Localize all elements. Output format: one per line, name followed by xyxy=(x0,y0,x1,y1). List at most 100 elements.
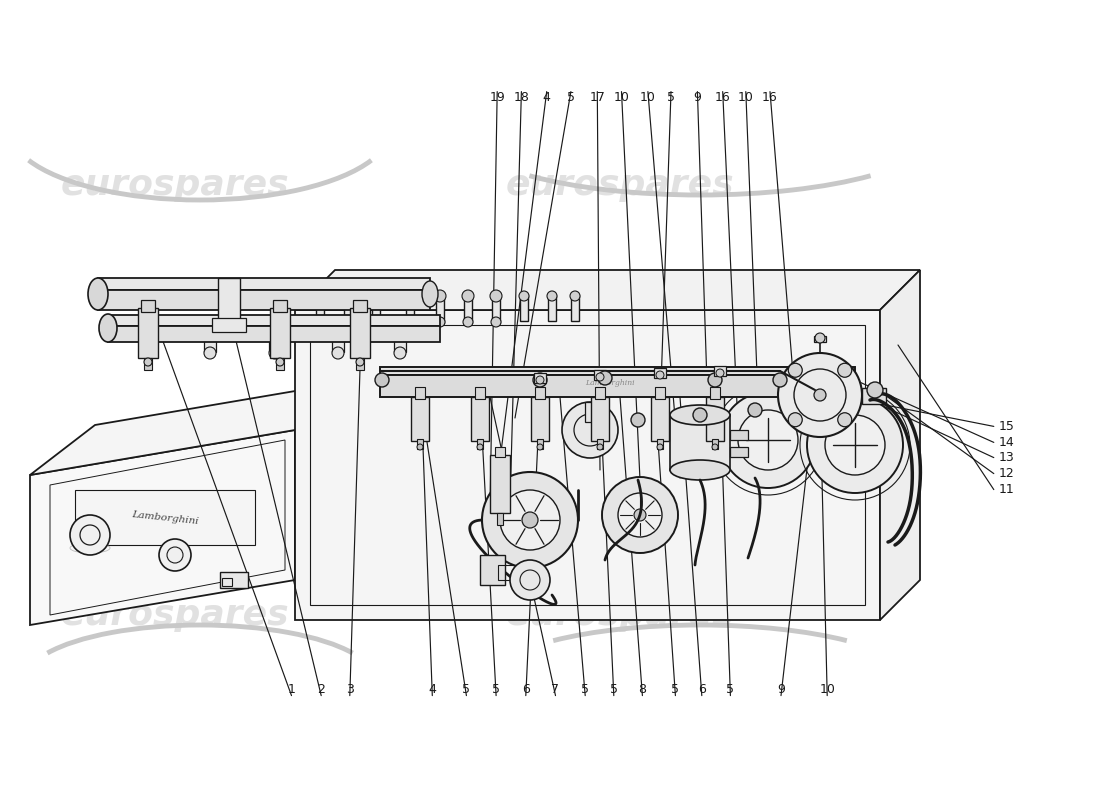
Circle shape xyxy=(618,493,662,537)
Text: 16: 16 xyxy=(762,91,778,104)
Text: 7: 7 xyxy=(551,683,560,696)
Circle shape xyxy=(270,347,280,359)
Bar xyxy=(670,415,730,470)
Circle shape xyxy=(773,373,786,387)
Circle shape xyxy=(547,291,557,301)
Polygon shape xyxy=(30,430,295,625)
Circle shape xyxy=(482,472,578,568)
Circle shape xyxy=(404,290,416,302)
Circle shape xyxy=(315,317,324,327)
Bar xyxy=(475,387,485,399)
Text: 17: 17 xyxy=(590,91,605,104)
Bar xyxy=(415,387,425,399)
Circle shape xyxy=(370,290,382,302)
Circle shape xyxy=(693,408,707,422)
Bar xyxy=(204,340,216,352)
Circle shape xyxy=(708,373,722,387)
Bar xyxy=(276,358,284,370)
Text: 5: 5 xyxy=(492,683,500,696)
Circle shape xyxy=(500,490,560,550)
Ellipse shape xyxy=(670,460,730,480)
Circle shape xyxy=(332,347,344,359)
Circle shape xyxy=(789,363,802,378)
Bar xyxy=(654,387,666,399)
Polygon shape xyxy=(108,326,440,342)
Bar xyxy=(597,439,603,449)
Bar xyxy=(218,278,240,320)
Bar xyxy=(436,295,444,323)
Bar xyxy=(520,295,528,321)
Text: 1: 1 xyxy=(287,683,296,696)
Circle shape xyxy=(371,317,381,327)
Circle shape xyxy=(789,413,802,426)
Text: Lamborghini: Lamborghini xyxy=(585,379,635,387)
Bar xyxy=(220,572,248,588)
Bar xyxy=(332,340,344,352)
Text: eurospares: eurospares xyxy=(506,168,735,202)
Circle shape xyxy=(598,371,612,385)
Text: eurospares: eurospares xyxy=(60,168,289,202)
Circle shape xyxy=(160,539,191,571)
Circle shape xyxy=(462,290,474,302)
Bar xyxy=(495,447,505,457)
Bar xyxy=(531,397,549,441)
Bar xyxy=(571,295,579,321)
Bar xyxy=(356,358,364,370)
Bar xyxy=(141,300,155,312)
Bar xyxy=(310,325,865,605)
Text: 19: 19 xyxy=(490,91,505,104)
Circle shape xyxy=(314,290,326,302)
Circle shape xyxy=(634,509,646,521)
Bar xyxy=(273,300,287,312)
Text: 9: 9 xyxy=(693,91,702,104)
Circle shape xyxy=(631,413,645,427)
Text: 5: 5 xyxy=(667,91,675,104)
Circle shape xyxy=(815,333,825,343)
Bar xyxy=(464,295,472,323)
Polygon shape xyxy=(880,270,920,620)
Circle shape xyxy=(144,358,152,366)
Ellipse shape xyxy=(422,281,438,307)
Circle shape xyxy=(716,369,724,377)
Bar xyxy=(498,565,516,580)
Bar xyxy=(477,439,483,449)
Circle shape xyxy=(778,353,862,437)
Text: 10: 10 xyxy=(738,91,754,104)
Bar xyxy=(595,387,605,399)
Circle shape xyxy=(602,477,678,553)
Circle shape xyxy=(720,392,816,488)
Text: 9: 9 xyxy=(777,683,785,696)
Bar xyxy=(548,295,556,321)
Circle shape xyxy=(434,317,446,327)
Circle shape xyxy=(597,444,603,450)
Circle shape xyxy=(70,515,110,555)
Circle shape xyxy=(807,397,903,493)
Circle shape xyxy=(463,317,473,327)
Bar xyxy=(497,513,503,525)
Circle shape xyxy=(814,389,826,401)
Bar xyxy=(394,340,406,352)
Bar xyxy=(471,397,490,441)
Bar xyxy=(372,295,379,323)
Circle shape xyxy=(343,317,353,327)
Bar xyxy=(344,295,352,323)
Bar xyxy=(222,578,232,586)
Polygon shape xyxy=(98,278,430,290)
Bar xyxy=(490,455,510,513)
Circle shape xyxy=(417,444,424,450)
Text: 5: 5 xyxy=(462,683,471,696)
Bar xyxy=(585,402,595,422)
Text: 10: 10 xyxy=(640,91,656,104)
Text: 2: 2 xyxy=(317,683,326,696)
Text: 3: 3 xyxy=(345,683,354,696)
Text: 5: 5 xyxy=(726,683,735,696)
Bar xyxy=(406,295,414,323)
Text: 4: 4 xyxy=(428,683,437,696)
Text: 10: 10 xyxy=(820,683,835,696)
Text: 11: 11 xyxy=(999,483,1014,496)
Circle shape xyxy=(434,290,446,302)
Polygon shape xyxy=(295,380,360,580)
Bar xyxy=(657,439,663,449)
Bar xyxy=(712,439,718,449)
Text: 5: 5 xyxy=(609,683,618,696)
